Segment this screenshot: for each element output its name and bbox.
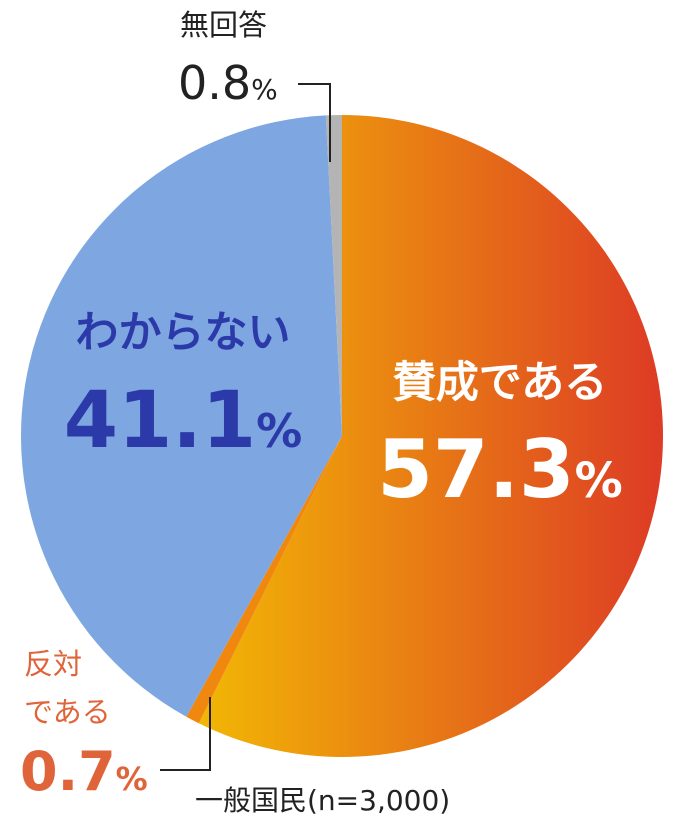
leader-line-subtitle — [160, 697, 211, 771]
slice-no-answer — [325, 115, 342, 436]
slice-label-no-answer: 無回答 — [180, 8, 267, 42]
slices-layer — [21, 115, 663, 758]
slice-value-no-answer-number: 0.8 — [178, 56, 251, 110]
slice-label-dont-know: わからない — [76, 308, 291, 358]
slice-label-oppose-line1: 反対 — [24, 647, 82, 681]
slice-value-yes: 57.3% — [377, 423, 622, 516]
slice-value-dont-know-number: 41.1 — [64, 376, 256, 466]
slice-value-dont-know: 41.1% — [64, 376, 303, 466]
leader-line-no-answer — [298, 83, 331, 162]
slice-dont-know — [21, 115, 342, 717]
slice-label-yes: 賛成である — [393, 358, 608, 408]
slice-value-yes-number: 57.3 — [377, 423, 574, 516]
slice-value-no-answer: 0.8% — [178, 56, 278, 110]
slice-label-oppose-line2: である — [24, 695, 111, 729]
slice-value-dont-know-percent: % — [256, 404, 302, 458]
slice-value-yes-percent: % — [575, 453, 623, 509]
chart-subtitle: 一般国民(n=3,000) — [195, 784, 450, 817]
slice-value-no-answer-percent: % — [251, 73, 278, 106]
slice-value-oppose-number: 0.7 — [20, 740, 116, 803]
slice-value-oppose-percent: % — [116, 760, 148, 798]
slice-yes — [198, 115, 663, 758]
slice-value-oppose: 0.7% — [20, 740, 148, 803]
slice-oppose — [186, 436, 342, 724]
